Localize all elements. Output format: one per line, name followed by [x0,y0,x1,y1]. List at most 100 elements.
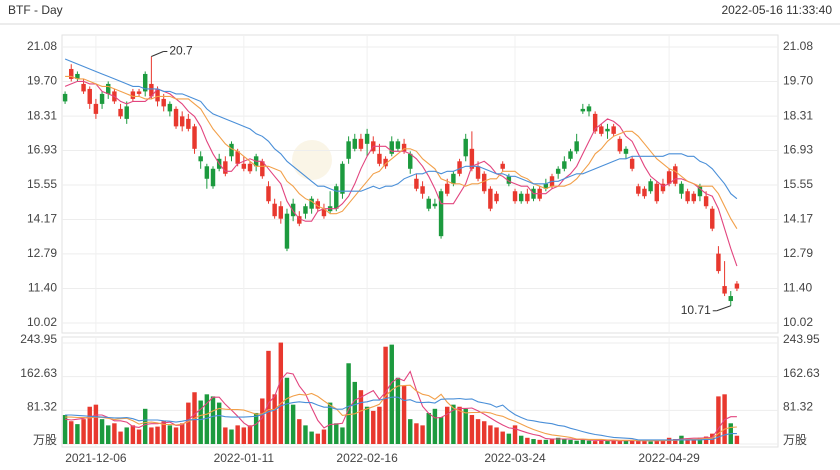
candle-body [149,83,154,97]
volume-bar [303,425,308,444]
candle-body [247,163,253,172]
min-leader [716,305,731,312]
volume-bar [703,436,709,444]
candle-body [574,141,579,152]
volume-bar [87,406,92,444]
candle-body [734,283,740,289]
candle-body [623,148,629,154]
volume-bar [475,419,481,444]
candle-body [580,108,586,112]
volume-bar [592,441,598,444]
volume-bar [648,441,653,444]
volume-bar [149,427,154,444]
candle-body [432,203,438,207]
candle-body [395,141,401,149]
volume-bar [118,431,123,444]
candle-body [629,158,635,169]
x-tick-label: 2022-03-24 [484,451,546,465]
candle-body [512,191,518,202]
candle-body [648,181,653,192]
volume-bar [420,425,425,444]
candle-body [155,88,160,102]
watermark [292,140,332,180]
candle-body [703,196,709,207]
volume-bar [697,437,703,444]
volume-bar [327,402,333,444]
volume-bar [469,415,475,444]
volume-bar [278,342,284,444]
candle-body [290,203,296,217]
candle-body [525,193,530,202]
y-tick-label: 21.08 [27,39,57,53]
volume-bar [124,427,129,444]
volume-bar [210,396,216,444]
volume-bar [75,424,80,444]
candle-body [106,83,111,94]
candle-body [500,163,505,169]
y-tick-label-right: 11.40 [783,281,812,295]
volume-bar [426,412,431,444]
volume-bar [395,377,401,444]
volume-bar [599,440,604,444]
candle-body [408,153,413,169]
volume-bar [685,439,690,444]
volume-bar [438,417,444,444]
volume-bar [69,421,74,444]
y-tick-label-right: 15.55 [783,177,813,191]
volume-bar [204,394,210,444]
candle-body [69,68,74,79]
volume-bar [580,439,586,444]
volume-bar [629,439,635,444]
candle-body [673,166,678,184]
candle-body [266,186,271,202]
min-label: 10.71 [681,303,711,317]
volume-bar [451,404,456,444]
volume-bar [309,431,314,444]
candle-body [592,113,598,132]
candle-body [666,171,672,184]
volume-tick-label-right: 81.32 [783,400,813,414]
volume-bar [235,425,240,444]
volume-bar [549,439,555,444]
volume-tick-label: 万股 [33,433,57,447]
volume-tick-label: 243.95 [20,332,57,346]
volume-bar [179,423,185,444]
volume-ma-line [65,396,737,441]
volume-bar [198,400,203,444]
candle-body [463,138,468,157]
candle-body [389,141,394,154]
volume-bar [562,439,567,444]
y-tick-label-right: 12.79 [783,246,813,260]
y-tick-label-right: 10.02 [783,315,813,329]
volume-bar [346,363,351,444]
volume-bar [173,427,179,444]
volume-bar [586,440,592,444]
volume-bar [377,406,382,444]
candle-body [340,163,345,194]
volume-bar [506,433,512,444]
volume-bar [568,439,573,444]
candle-body [568,151,573,159]
volume-bar [155,426,160,444]
candle-body [685,191,690,202]
volume-bar [691,439,696,444]
candle-body [99,93,105,104]
candle-body [179,116,185,127]
volume-bar [99,419,105,444]
candle-body [260,161,265,177]
volume-bar [673,439,678,444]
candle-body [401,143,407,152]
x-tick-label: 2021-12-06 [65,451,127,465]
candle-body [87,88,92,104]
volume-bar [445,406,450,444]
candle-body [229,143,234,157]
y-tick-label: 18.31 [27,108,57,122]
candle-body [167,103,173,112]
volume-bar [414,423,419,444]
candle-body [518,193,524,202]
volume-bar [642,441,647,444]
x-tick-label: 2022-01-11 [214,451,275,465]
volume-bar [500,431,505,444]
